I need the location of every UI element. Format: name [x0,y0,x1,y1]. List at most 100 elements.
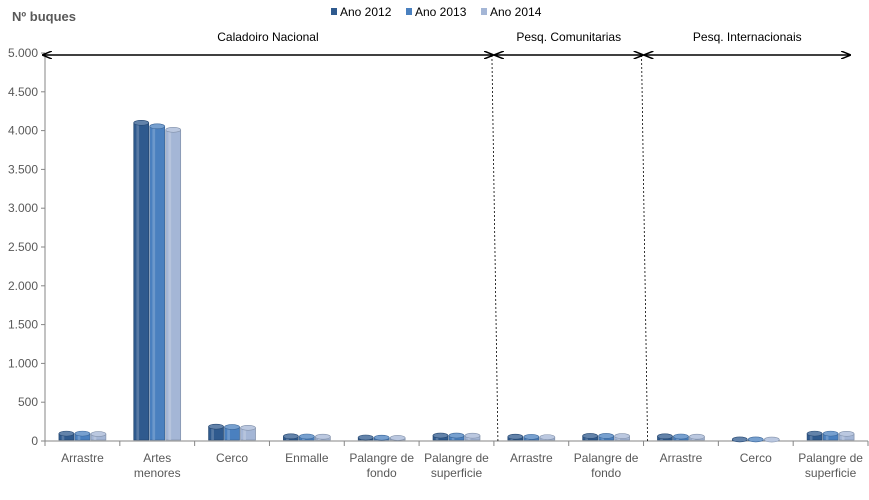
bar-cap [149,123,166,130]
group-label: Pesq. Internacionais [693,30,802,44]
bar-cap [432,432,449,439]
x-tick-label-line: Palangre de [424,451,489,465]
bar [165,129,182,441]
x-tick-label: Palangre de superficie [798,451,863,480]
bar-cap [507,433,524,440]
axes: 0 500 1.000 1.500 2.000 2.500 3.000 3.500 4.000 4… [8,46,869,448]
x-tick-label-line: fondo [367,466,397,480]
y-tick-label: 4.500 [8,85,38,99]
y-tick-label: 1.500 [8,318,38,332]
bar-highlight [211,426,214,440]
bar-cap [614,433,630,439]
bar-cap [373,434,390,441]
bar-cap [448,432,465,439]
x-tick-label-line: Cerco [216,451,248,465]
x-tick-label: Enmalle [285,451,329,465]
y-tick-label: 5.000 [8,46,38,60]
x-tick-label: Palangre de fondo [574,451,639,480]
bar-highlight [77,433,81,440]
bar-cap [240,425,256,431]
group-divider [641,54,648,442]
x-tick-label-line: Artes [143,451,171,465]
y-axis-title: Nº buques [12,9,76,24]
group-label: Caladoiro Nacional [217,30,318,44]
x-tick-label-line: Palangre de [798,451,863,465]
bar-highlight [168,129,172,440]
bar-highlight [825,433,829,440]
bar-highlight [841,433,845,440]
bar-cap [747,436,764,443]
bar-cap [389,435,406,441]
x-tick-label-line: Palangre de [574,451,639,465]
bar-cap [208,423,224,430]
bar-highlight [93,434,97,440]
y-tick-label: 2.500 [8,240,38,254]
legend: Ano 2012 Ano 2013 Ano 2014 [331,5,542,19]
x-tick-label-line: Cerco [740,451,772,465]
bar-cap [283,433,299,440]
bars [58,120,855,443]
y-tick-label: 2.000 [8,279,38,293]
bar-cap [763,436,780,443]
group-label: Pesq. Comunitarias [516,30,621,44]
x-tick-label: Arrastre [61,451,104,465]
bar-cap [315,433,331,440]
x-tick-label: Arrastre [510,451,553,465]
x-tick-label-line: Arrastre [510,451,553,465]
bar-cap [822,430,839,437]
bar-highlight [809,433,813,440]
bar-cap [133,120,150,126]
x-tick-label-line: menores [134,466,181,480]
bar-highlight [152,126,156,440]
bar-highlight [61,433,65,440]
x-tick-label-line: Arrastre [61,451,104,465]
bar-cap [464,432,481,439]
x-tick-label: Palangre de superficie [424,451,489,480]
bar-cap [539,434,556,440]
bar [133,122,150,441]
legend-entry: Ano 2014 [490,5,542,19]
bar-cap [165,127,182,133]
x-tick-label: Artes menores [134,451,181,480]
bar-cap [299,433,315,440]
bar [149,126,166,441]
x-tick-label-line: Palangre de [349,451,414,465]
group-brackets: Caladoiro Nacional Pesq. Comunitarias Pesq… [43,30,850,442]
x-tick-label: Cerco [216,451,248,465]
y-tick-label: 500 [18,395,38,409]
x-tick-label-line: Enmalle [285,451,329,465]
bar-cap [90,431,107,437]
x-tick-label-line: fondo [591,466,621,480]
y-tick-label: 0 [31,434,38,448]
legend-entry: Ano 2013 [415,5,467,19]
group-divider [491,54,499,442]
bar-cap [657,433,673,440]
legend-swatch [406,8,412,15]
legend-entry: Ano 2012 [340,5,392,19]
y-tick-label: 1.000 [8,356,38,370]
bar-cap [673,433,689,440]
bar-cap [598,433,614,439]
bar-cap [523,434,540,440]
y-tick-label: 3.500 [8,162,38,176]
legend-swatch [481,8,487,15]
x-tick-label: Cerco [740,451,772,465]
x-tick-label-line: superficie [431,466,483,480]
bar-cap [224,424,240,430]
bar-cap [357,434,374,441]
x-tick-label-line: superficie [805,466,857,480]
x-tick-label: Palangre de fondo [349,451,414,480]
bar-highlight [136,122,140,440]
bar-cap [838,431,855,437]
bar-highlight [243,427,246,440]
bar-cap [582,433,598,439]
bar-cap [689,433,705,440]
legend-swatch [331,8,337,15]
y-tick-label: 3.000 [8,201,38,215]
x-tick-labels: Arrastre Artes menores Cerco Enmalle Palangre… [61,451,863,480]
bar-cap [74,430,91,437]
x-tick-label: Arrastre [660,451,703,465]
y-tick-label: 4.000 [8,124,38,138]
